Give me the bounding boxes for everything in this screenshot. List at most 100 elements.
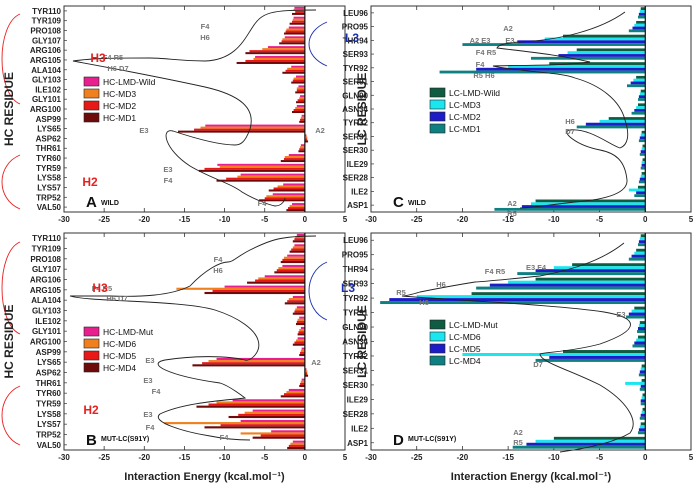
bar-LC-MD4 — [535, 358, 646, 362]
residue-label: SER93 — [343, 50, 369, 59]
panel-B: -30 -25 -20 -15 -10 -5 0 5TYR110TYR109PRO108GLY… — [1, 232, 348, 483]
bar-HC-MD3 — [286, 28, 305, 31]
bar-LC-MD1 — [640, 166, 646, 170]
residue-label: THR94 — [343, 36, 369, 45]
x-tick-label: -15 — [502, 215, 514, 224]
legend-swatch — [83, 362, 100, 373]
curve-annotation: F4 — [164, 176, 174, 185]
bar-HC-MD6 — [304, 370, 308, 373]
bar-LC-MD6 — [535, 439, 646, 443]
curve-annotation: A2 — [513, 428, 523, 437]
bar-HC-MD2 — [281, 40, 305, 43]
bar-HC-MD2 — [226, 177, 305, 180]
bar-LC-MD6 — [641, 396, 646, 400]
curve-annotation: R5 — [513, 438, 523, 447]
bar-HC-MD3 — [284, 156, 305, 159]
curve-annotation: E3 — [143, 410, 152, 419]
legend-label: HC-MD2 — [103, 101, 136, 111]
bar-HC-LMD-Wild — [272, 193, 305, 196]
bar-LC-MD1 — [631, 111, 646, 115]
residue-label: LYS57 — [37, 183, 61, 192]
residue-label: ASP99 — [36, 348, 62, 357]
curve-annotation: F4 — [220, 433, 230, 442]
bar-HC-MD1 — [178, 130, 305, 133]
bar-HC-LMD-Mut — [297, 337, 305, 340]
bar-HC-LMD-Mut — [294, 244, 305, 247]
bar-HC-MD6 — [176, 287, 305, 290]
x-axis-label: Interaction Energy (kcal.mol⁻¹) — [451, 471, 612, 483]
bar-LC-LMD-Wild — [535, 199, 646, 203]
bar-HC-LMD-Wild — [240, 173, 305, 176]
x-tick-label: -15 — [179, 215, 191, 224]
bar-HC-LMD-Mut — [271, 430, 305, 433]
bar-LC-LMD-Mut — [642, 393, 646, 397]
bar-LC-MD2 — [585, 122, 646, 126]
residue-label: TYR91 — [343, 309, 368, 318]
curve-annotation: H6 — [436, 280, 446, 289]
residue-label: ASN34 — [342, 105, 368, 114]
residue-label: SER30 — [343, 146, 369, 155]
residue-label: TYR59 — [36, 400, 61, 409]
bar-HC-MD1 — [286, 209, 305, 212]
legend-label: LC-MD6 — [449, 332, 481, 342]
bar-HC-MD1 — [279, 42, 305, 45]
bar-LC-LMD-Mut — [641, 378, 646, 382]
bar-HC-MD4 — [247, 281, 305, 284]
interaction-curve — [492, 11, 629, 209]
residue-label: TYR60 — [36, 154, 61, 163]
legend-swatch — [429, 331, 446, 342]
bar-HC-LMD-Wild — [288, 154, 305, 157]
bar-LC-MD6 — [631, 309, 646, 313]
x-tick-label: -25 — [411, 215, 423, 224]
bar-LC-MD5 — [639, 370, 646, 374]
x-tick-label: -10 — [548, 453, 560, 462]
bar-LC-MD5 — [640, 413, 646, 417]
x-tick-label: -5 — [596, 453, 604, 462]
bar-HC-LMD-Mut — [232, 399, 305, 402]
bar-HC-MD1 — [268, 189, 305, 192]
curve-annotation: D7 — [565, 127, 575, 136]
bar-HC-LMD-Mut — [301, 378, 305, 381]
panel-C: -30 -25 -20 -15 -10 -5 0 5 LEU96 PRO95 THR94 SER93 T… — [308, 5, 694, 224]
bar-LC-LMD-Wild — [642, 158, 646, 162]
residue-label: VAL50 — [37, 441, 62, 450]
x-tick-label: -25 — [98, 215, 110, 224]
bar-LC-MD1 — [462, 43, 646, 46]
bar-HC-MD6 — [258, 277, 305, 280]
bar-LC-MD5 — [526, 442, 646, 446]
bar-HC-LMD-Mut — [300, 326, 305, 330]
bar-HC-MD6 — [278, 267, 305, 270]
bar-LC-MD2 — [634, 109, 646, 112]
panel-tag: MUT-LC(S91Y) — [101, 436, 149, 443]
bar-HC-MD6 — [208, 360, 305, 363]
group-bracket — [308, 261, 328, 321]
bar-HC-MD2 — [295, 10, 305, 13]
curve-annotation: F4 R5 — [103, 53, 123, 62]
x-tick-label: -20 — [139, 453, 151, 462]
residue-label: TYR60 — [36, 389, 61, 398]
bar-HC-LMD-Mut — [240, 419, 305, 423]
bar-HC-LMD-Wild — [288, 26, 305, 29]
bar-HC-MD4 — [289, 250, 305, 253]
bar-HC-MD5 — [282, 258, 305, 261]
bar-HC-MD4 — [299, 353, 305, 357]
x-tick-label: -10 — [219, 453, 231, 462]
bar-LC-MD6 — [636, 338, 646, 342]
bar-LC-LMD-Mut — [535, 277, 646, 281]
bar-HC-MD5 — [238, 413, 305, 416]
legend-label: HC-MD6 — [103, 339, 136, 349]
curve-annotation: R5 H6 — [473, 71, 494, 80]
x-tick-label: -15 — [502, 453, 514, 462]
bar-HC-MD5 — [208, 403, 305, 406]
residue-label: LYS65 — [37, 125, 61, 134]
legend-label: LC-LMD-Wild — [449, 88, 500, 98]
legend-swatch — [83, 88, 100, 99]
bar-HC-MD1 — [259, 199, 305, 202]
bar-LC-LMD-Wild — [549, 62, 646, 65]
bar-LC-MD4 — [632, 344, 646, 348]
x-tick-label: -25 — [411, 453, 423, 462]
bar-LC-MD2 — [641, 163, 646, 167]
bar-HC-LMD-Wild — [284, 36, 305, 39]
panel-D: -30 -25 -20 -15 -10 -5 0 5 LEU96 PRO95 THR94 SER93 T… — [308, 232, 694, 483]
